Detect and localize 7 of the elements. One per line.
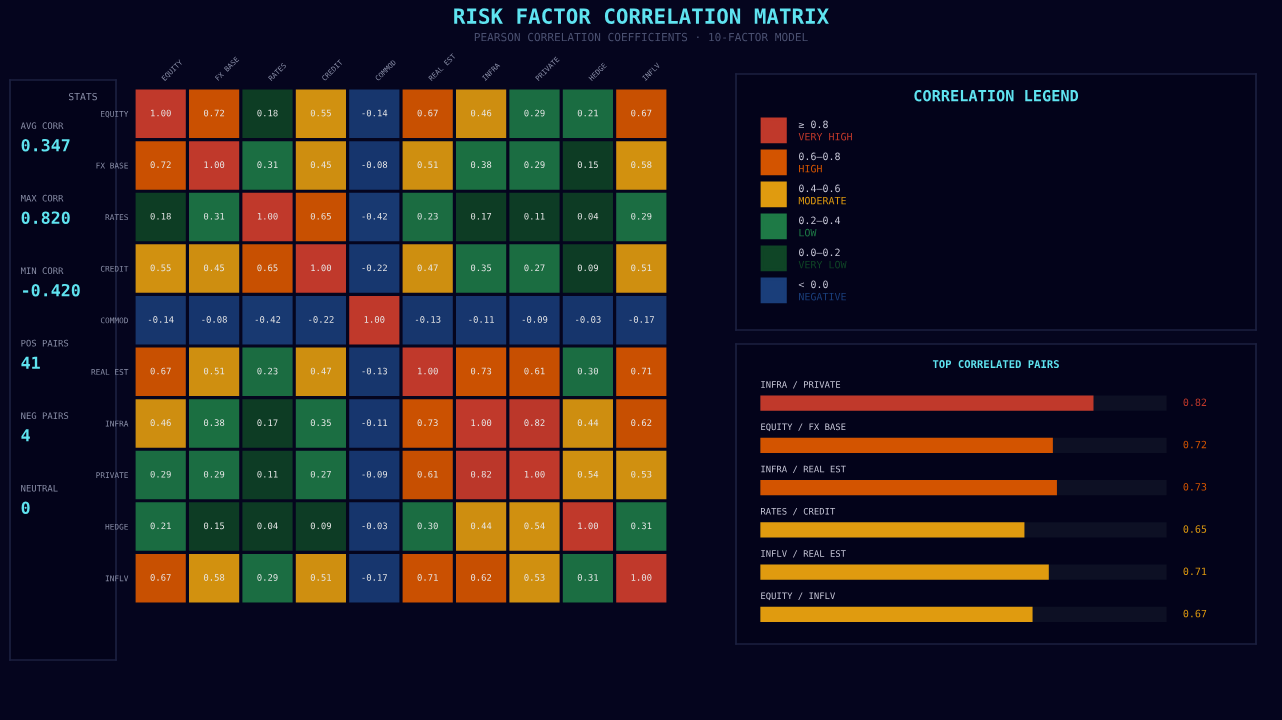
- text: 0.820: [21, 211, 70, 225]
- text: 0.347: [21, 138, 70, 152]
- chart-title: RISK FACTOR CORRELATION MATRIX: [454, 8, 829, 25]
- text: 4: [21, 429, 30, 442]
- text: 41: [21, 356, 40, 369]
- text: -0.420: [23, 283, 80, 297]
- text: 0: [21, 501, 30, 515]
